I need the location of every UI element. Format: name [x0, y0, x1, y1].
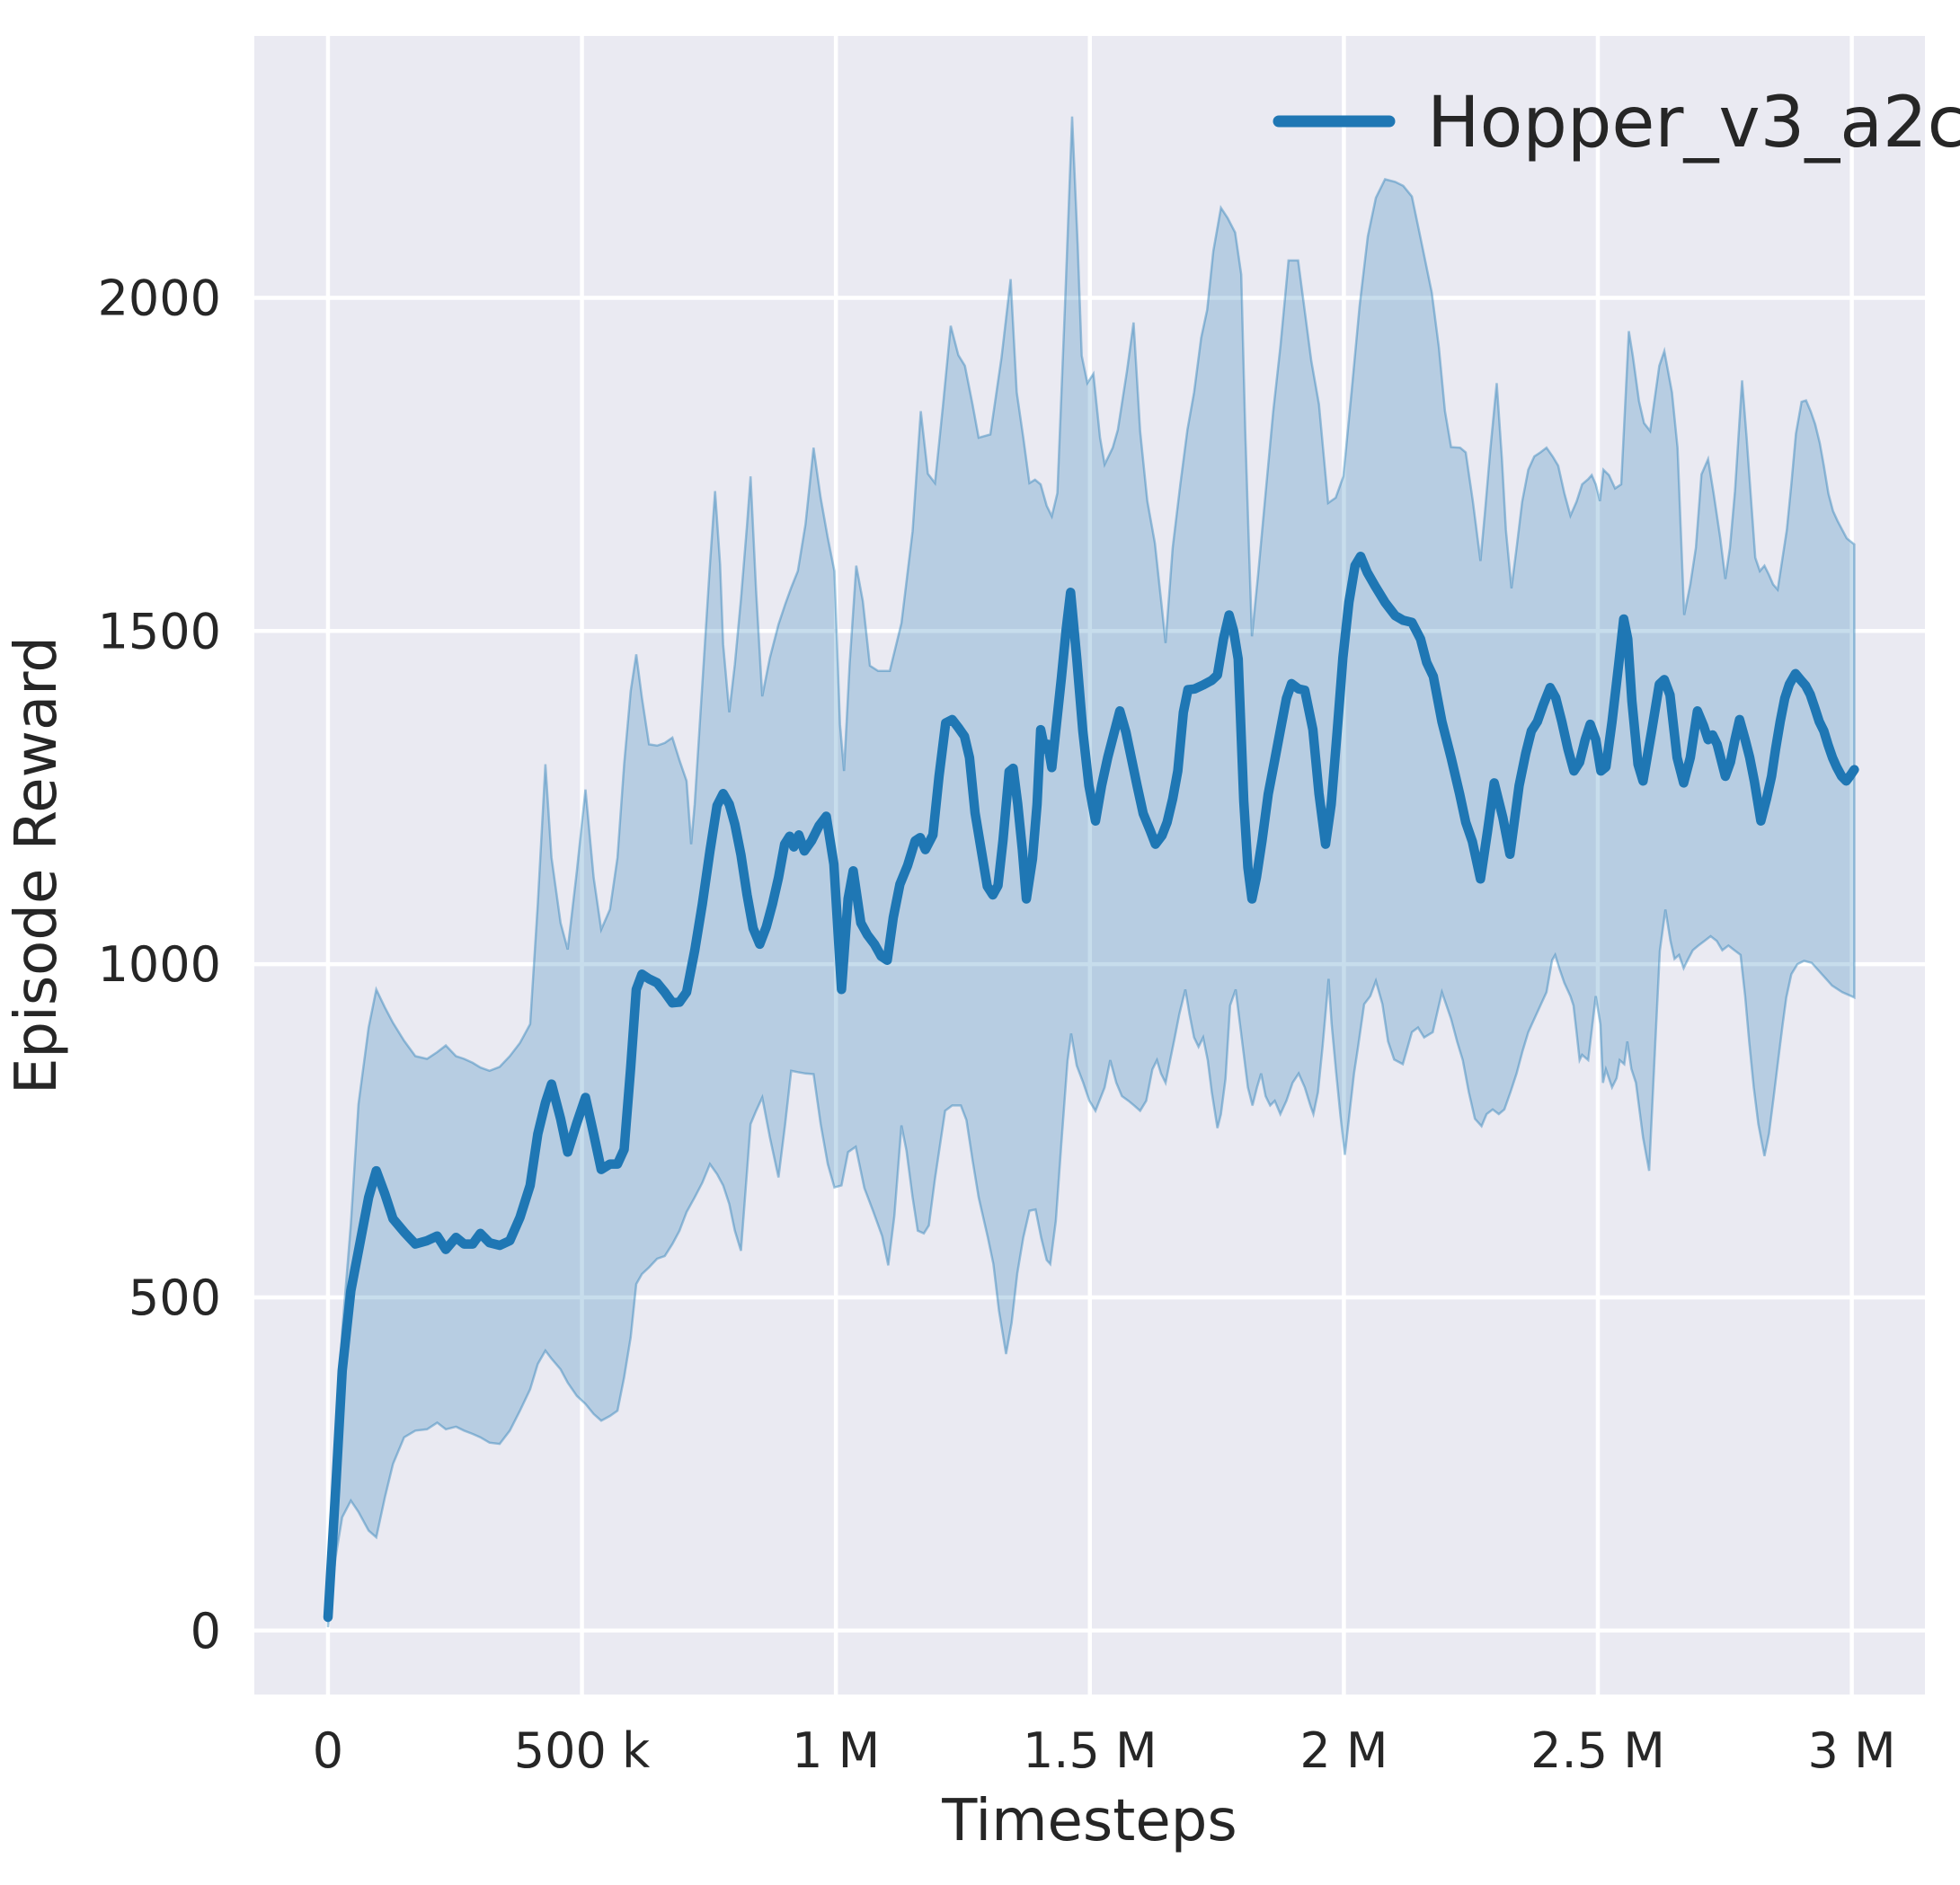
mean-line: [323, 551, 1859, 1623]
y-axis-label: Episode Reward: [4, 636, 70, 1094]
y-tick-label: 1500: [98, 603, 221, 659]
y-tick-label: 0: [191, 1603, 221, 1659]
x-tick-labels: 0 500 k 1 M 1.5 M 2 M 2.5 M 3 M: [313, 1722, 1896, 1779]
x-axis-label: Timesteps: [941, 1788, 1237, 1854]
y-tick-labels: 0 500 1000 1500 2000: [98, 270, 221, 1659]
y-tick-label: 500: [129, 1270, 221, 1326]
x-tick-label: 3 M: [1808, 1722, 1896, 1779]
x-tick-label: 1 M: [792, 1722, 880, 1779]
y-tick-label: 2000: [98, 270, 221, 326]
x-tick-label: 2.5 M: [1530, 1722, 1665, 1779]
confidence-band: [326, 116, 1856, 1628]
x-tick-label: 500 k: [514, 1722, 651, 1779]
legend: Hopper_v3_a2c (10): [1273, 83, 1960, 164]
legend-label: Hopper_v3_a2c (10): [1427, 83, 1960, 164]
x-tick-label: 0: [313, 1722, 343, 1779]
y-tick-label: 1000: [98, 936, 221, 993]
x-tick-label: 2 M: [1299, 1722, 1388, 1779]
x-tick-label: 1.5 M: [1023, 1722, 1157, 1779]
